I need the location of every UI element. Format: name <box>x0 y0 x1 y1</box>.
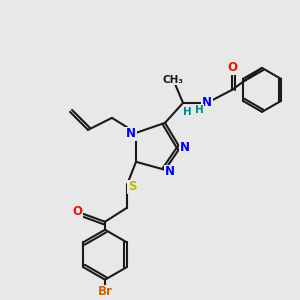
Text: S: S <box>128 180 136 193</box>
Text: O: O <box>227 61 237 74</box>
Text: H: H <box>183 107 191 117</box>
Text: Br: Br <box>98 285 112 298</box>
Text: N: N <box>202 96 212 110</box>
Text: O: O <box>72 205 82 218</box>
Text: N: N <box>165 165 175 178</box>
Text: CH₃: CH₃ <box>163 75 184 85</box>
Text: N: N <box>180 141 190 154</box>
Text: N: N <box>126 127 136 140</box>
Text: H: H <box>195 105 203 115</box>
